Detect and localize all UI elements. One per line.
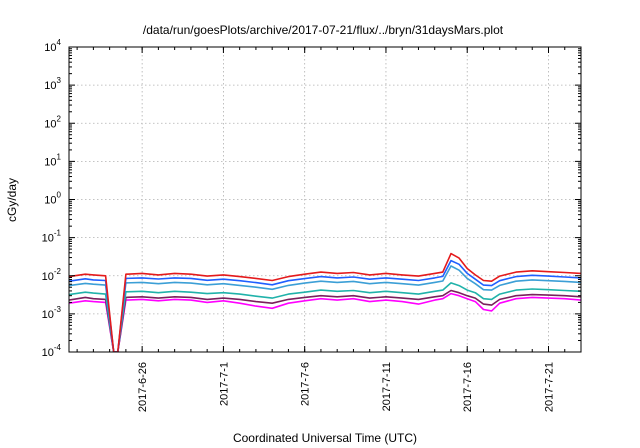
y-tick-label: 102 [44,114,61,130]
y-tick-label: 101 [44,152,61,168]
y-tick-label: 10-4 [42,343,62,359]
y-tick-label: 10-1 [42,229,62,245]
x-tick-label: 2017-7-11 [381,362,393,411]
y-tick-label: 100 [44,191,61,207]
series-line-6 [69,292,581,352]
grid [69,47,581,352]
y-tick-label: 10-3 [42,305,62,321]
x-axis-label: Coordinated Universal Time (UTC) [233,431,417,445]
y-tick-label: 104 [44,38,61,54]
x-tick-label: 2017-6-26 [137,362,149,412]
series-line-1 [69,252,581,352]
series-line-4 [69,282,581,352]
y-axis-label: cGy/day [5,178,19,222]
series-line-5 [69,289,581,352]
chart-title: /data/run/goesPlots/archive/2017-07-21/f… [143,23,504,37]
x-tick-label: 2017-7-1 [218,362,230,406]
series-layer [69,252,581,352]
y-tick-label: 10-2 [42,267,62,283]
x-tick-label: 2017-7-6 [300,362,312,406]
x-tick-label: 2017-7-16 [462,362,474,412]
series-line-2 [69,259,581,352]
series-line-3 [69,265,581,352]
x-tick-label: 2017-7-21 [543,362,555,412]
ticks: 10-4 10-3 10-2 10-1 100 101 102 103 104 2017-6-26… [42,38,582,412]
y-tick-label: 103 [44,76,61,92]
